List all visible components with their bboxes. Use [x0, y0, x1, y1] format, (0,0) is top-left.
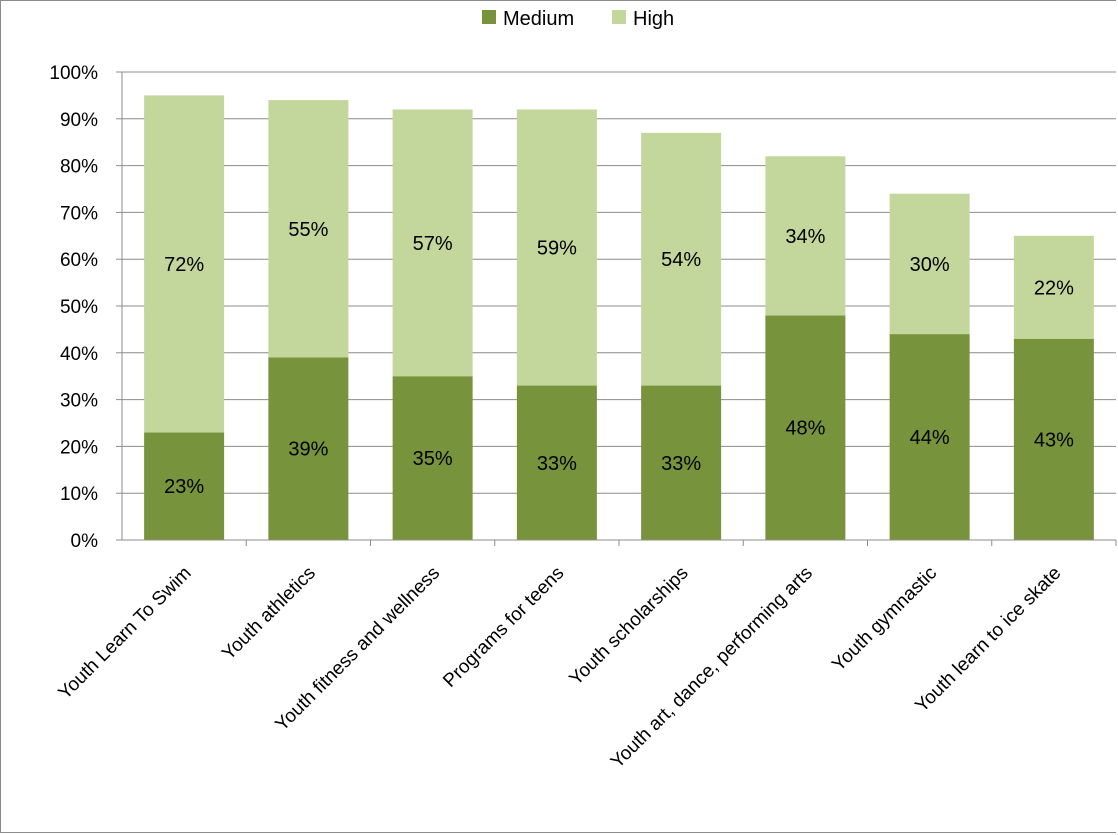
- bar-high: [268, 100, 349, 358]
- data-label: 43%: [1034, 429, 1074, 451]
- data-label: 55%: [288, 219, 328, 241]
- y-tick-label: 100%: [49, 63, 98, 84]
- x-tick-label: Youth Learn To Swim: [55, 563, 196, 704]
- data-label: 23%: [164, 476, 204, 498]
- legend-label-medium: Medium: [503, 8, 574, 30]
- y-tick-label: 80%: [60, 157, 98, 178]
- legend-swatch-medium: [482, 10, 496, 24]
- bar-high: [144, 95, 225, 433]
- bar-high: [641, 132, 722, 386]
- bar-high: [392, 109, 473, 377]
- y-tick-label: 60%: [60, 250, 98, 271]
- y-tick-label: 10%: [60, 484, 98, 505]
- y-axis: 0% 10% 20% 30% 40% 50% 60% 70% 80% 90% 100%: [49, 63, 123, 552]
- data-label: 35%: [413, 448, 453, 470]
- legend-label-high: High: [633, 8, 674, 30]
- data-label: 39%: [288, 439, 328, 461]
- bar-medium: [1013, 338, 1094, 540]
- bar-medium: [268, 357, 349, 540]
- y-tick-label: 40%: [60, 344, 98, 365]
- legend: Medium High: [482, 8, 674, 30]
- x-tick-label: Youth gymnastic: [828, 563, 941, 676]
- data-label: 34%: [785, 226, 825, 248]
- data-label: 30%: [910, 254, 950, 276]
- y-tick-label: 30%: [60, 391, 98, 412]
- bar-medium: [765, 315, 846, 540]
- x-tick-label: Youth learn to ice skate: [911, 563, 1065, 717]
- data-label: 59%: [537, 238, 577, 260]
- x-tick-label: Programs for teens: [439, 563, 568, 692]
- legend-swatch-high: [612, 10, 626, 24]
- bar-high: [1013, 235, 1094, 339]
- x-axis: Youth Learn To Swim Youth athletics Youth …: [55, 539, 1117, 773]
- bar-high: [889, 193, 970, 335]
- data-label: 54%: [661, 249, 701, 271]
- data-label: 33%: [537, 453, 577, 475]
- bar-medium: [889, 334, 970, 540]
- data-label: 57%: [413, 233, 453, 255]
- data-label: 33%: [661, 453, 701, 475]
- bar-medium: [392, 376, 473, 540]
- y-tick-label: 20%: [60, 437, 98, 458]
- data-label: 48%: [785, 418, 825, 440]
- bar-high: [516, 109, 597, 386]
- y-tick-label: 50%: [60, 297, 98, 318]
- y-tick-label: 0%: [71, 531, 99, 552]
- x-tick-label: Youth athletics: [218, 563, 320, 665]
- x-tick-label: Youth scholarships: [566, 563, 693, 690]
- bar-high: [765, 156, 846, 316]
- bar-medium: [516, 385, 597, 540]
- x-tick-label: Youth art, dance, performing arts: [607, 563, 817, 773]
- y-tick-label: 70%: [60, 203, 98, 224]
- bars: 23% 72% 39% 55% 35% 57% 33% 59% 33% 54% 48% 34% 44% 3…: [144, 95, 1094, 540]
- bar-medium: [144, 432, 225, 540]
- data-label: 72%: [164, 254, 204, 276]
- data-label: 22%: [1034, 277, 1074, 299]
- bar-medium: [641, 385, 722, 540]
- data-label: 44%: [910, 427, 950, 449]
- y-tick-label: 90%: [60, 110, 98, 131]
